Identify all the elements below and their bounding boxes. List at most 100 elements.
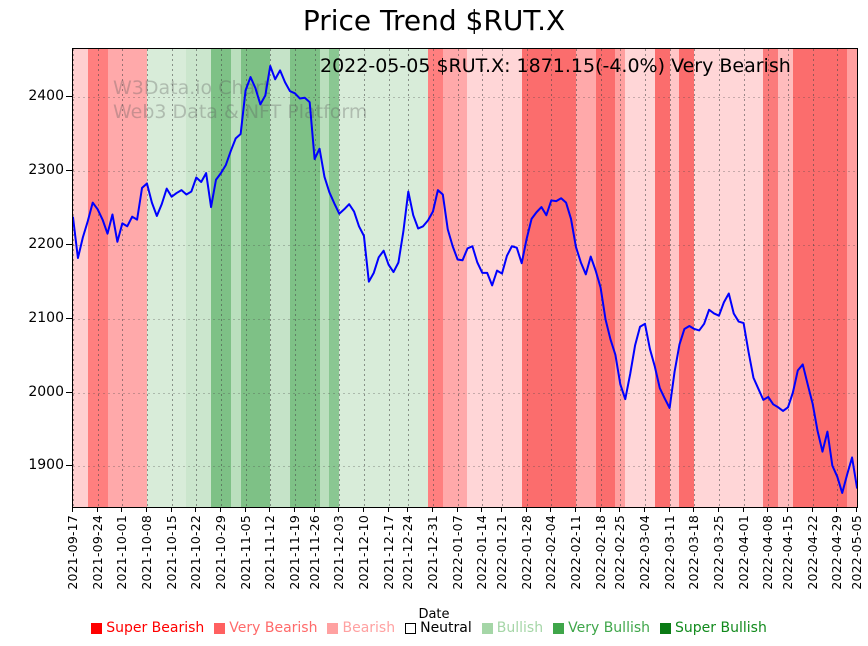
gridline-vertical <box>669 49 671 507</box>
x-tick-label: 2022-03-11 <box>661 515 677 590</box>
page-title: Price Trend $RUT.X <box>302 4 566 37</box>
x-tick-label: 2022-04-22 <box>804 515 820 590</box>
x-tick-mark <box>145 507 147 512</box>
sentiment-band <box>654 49 670 507</box>
x-tick-label: 2022-02-18 <box>592 515 608 590</box>
x-tick-mark <box>599 507 601 512</box>
x-tick-label: 2022-04-29 <box>829 515 845 590</box>
sentiment-band <box>615 49 626 507</box>
gridline-vertical <box>812 49 814 507</box>
sentiment-band <box>73 49 88 507</box>
legend-entry[interactable]: Bullish <box>481 620 544 636</box>
x-tick-label: 2021-11-05 <box>237 515 253 590</box>
x-tick-mark <box>767 507 769 512</box>
y-tick-label: 2100 <box>28 309 64 326</box>
price-line-layer <box>73 64 857 494</box>
y-tick-mark <box>66 465 72 467</box>
gridline-vertical <box>388 49 390 507</box>
x-tick-mark <box>500 507 502 512</box>
y-tick-mark <box>66 317 72 319</box>
gridline-vertical <box>339 49 341 507</box>
x-tick-mark <box>195 507 197 512</box>
gridline-horizontal <box>73 392 857 394</box>
x-tick-mark <box>269 507 271 512</box>
sentiment-band <box>625 49 655 507</box>
x-tick-mark <box>431 507 433 512</box>
y-tick-mark <box>66 243 72 245</box>
gridline-vertical <box>73 49 74 507</box>
legend-swatch-icon <box>91 622 103 634</box>
sentiment-band <box>339 49 428 507</box>
gridline-vertical <box>768 49 770 507</box>
legend-entry[interactable]: Bearish <box>327 620 395 636</box>
legend-entry[interactable]: Super Bearish <box>91 620 204 636</box>
legend-label: Bullish <box>496 620 544 636</box>
x-axis-label: Date <box>418 607 450 622</box>
legend-swatch-icon <box>660 622 672 634</box>
gridline-vertical <box>526 49 528 507</box>
sentiment-band <box>240 49 271 507</box>
sentiment-band <box>146 49 187 507</box>
x-tick-mark <box>525 507 527 512</box>
x-tick-label: 2021-10-29 <box>212 515 228 590</box>
x-tick-mark <box>574 507 576 512</box>
x-tick-mark <box>219 507 221 512</box>
x-tick-mark <box>836 507 838 512</box>
x-tick-label: 2022-04-08 <box>760 515 776 590</box>
sentiment-band <box>270 49 290 507</box>
x-tick-label: 2021-10-01 <box>114 515 130 590</box>
sentiment-band <box>186 49 212 507</box>
x-tick-label: 2021-09-24 <box>89 515 105 590</box>
gridline-vertical <box>482 49 484 507</box>
x-tick-mark <box>742 507 744 512</box>
gridline-horizontal <box>73 466 857 468</box>
gridline-vertical <box>220 49 222 507</box>
sentiment-band <box>595 49 616 507</box>
gridline-vertical <box>743 49 745 507</box>
x-tick-label: 2022-02-11 <box>567 515 583 590</box>
legend-entry[interactable]: Neutral <box>405 620 472 636</box>
gridline-vertical <box>575 49 577 507</box>
gridline-vertical <box>146 49 148 507</box>
sentiment-band <box>575 49 596 507</box>
x-tick-mark <box>96 507 98 512</box>
x-tick-mark <box>693 507 695 512</box>
gridline-vertical <box>644 49 646 507</box>
x-tick-label: 2022-02-25 <box>612 515 628 590</box>
gridline-vertical <box>122 49 124 507</box>
gridline-vertical <box>501 49 503 507</box>
sentiment-band <box>763 49 779 507</box>
gridline-vertical <box>837 49 839 507</box>
x-tick-label: 2022-04-15 <box>779 515 795 590</box>
x-tick-mark <box>786 507 788 512</box>
gridline-horizontal <box>73 244 857 246</box>
sentiment-band <box>319 49 330 507</box>
sentiment-band <box>329 49 340 507</box>
sentiment-band <box>107 49 147 507</box>
y-tick-mark <box>66 391 72 393</box>
sentiment-band <box>847 49 857 507</box>
x-tick-label: 2022-05-05 <box>849 515 864 590</box>
x-tick-label: 2022-01-14 <box>474 515 490 590</box>
legend-label: Bearish <box>342 620 396 636</box>
x-tick-mark <box>338 507 340 512</box>
legend-entry[interactable]: Very Bullish <box>553 620 650 636</box>
legend-entry[interactable]: Very Bearish <box>214 620 317 636</box>
x-tick-label: 2021-11-12 <box>262 515 278 590</box>
x-tick-label: 2021-12-17 <box>380 515 396 590</box>
x-tick-label: 2022-03-04 <box>636 515 652 590</box>
legend-label: Very Bearish <box>229 620 318 636</box>
x-tick-label: 2022-03-18 <box>686 515 702 590</box>
legend: Super Bearish Very Bearish Bearish Neutral B… <box>0 620 868 636</box>
sentiment-band <box>428 49 443 507</box>
x-tick-label: 2022-01-28 <box>518 515 534 590</box>
y-tick-label: 2400 <box>28 88 64 105</box>
price-line <box>73 64 857 494</box>
legend-entry[interactable]: Super Bullish <box>660 620 767 636</box>
x-tick-label: 2021-12-24 <box>400 515 416 590</box>
gridline-vertical <box>718 49 720 507</box>
x-tick-mark <box>313 507 315 512</box>
y-tick-label: 2000 <box>28 383 64 400</box>
y-tick-label: 1900 <box>28 457 64 474</box>
